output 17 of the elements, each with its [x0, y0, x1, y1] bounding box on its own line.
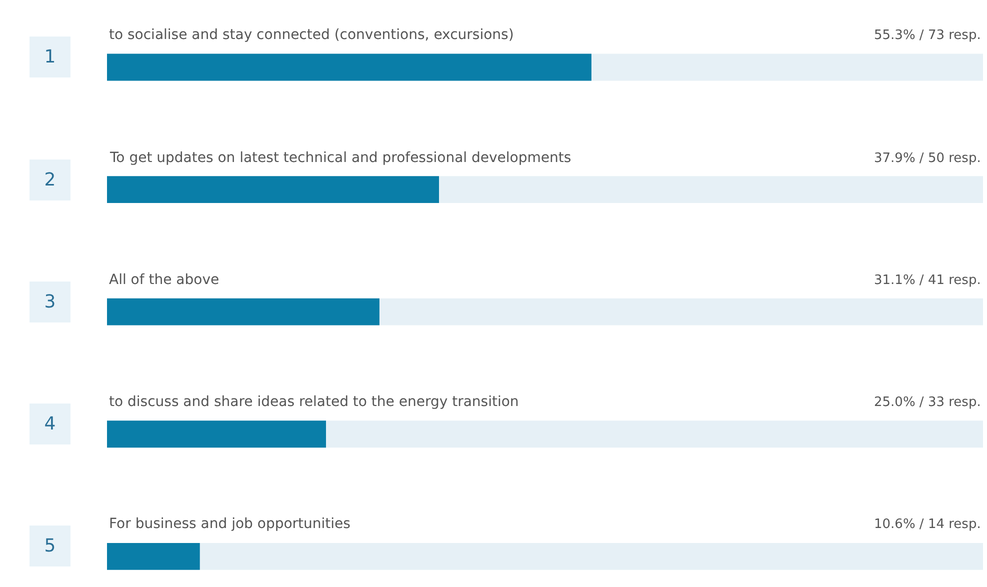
text: 3: [44, 292, 56, 312]
text: 4: [44, 414, 56, 434]
bar: [107, 542, 200, 570]
y-tick-label: to discuss and share ideas related to the energy transition: [109, 394, 519, 410]
data-label: 37.9% / 50 resp.: [874, 151, 981, 166]
data-label: 31.1% / 41 resp.: [874, 273, 981, 288]
y-tick-label: To get updates on latest technical and professional developments: [109, 150, 572, 166]
bar: [107, 298, 380, 326]
data-label: 55.3% / 73 resp.: [874, 28, 981, 43]
data-label: 25.0% / 33 resp.: [874, 395, 981, 410]
y-tick-label: For business and job opportunities: [109, 516, 350, 532]
text: 5: [44, 536, 56, 556]
text: 1: [44, 46, 56, 68]
text: 2: [44, 170, 56, 190]
y-tick-label: to socialise and stay connected (conventions, excursions): [109, 27, 514, 43]
y-tick-label: All of the above: [109, 272, 220, 288]
data-label: 10.6% / 14 resp.: [874, 517, 981, 532]
